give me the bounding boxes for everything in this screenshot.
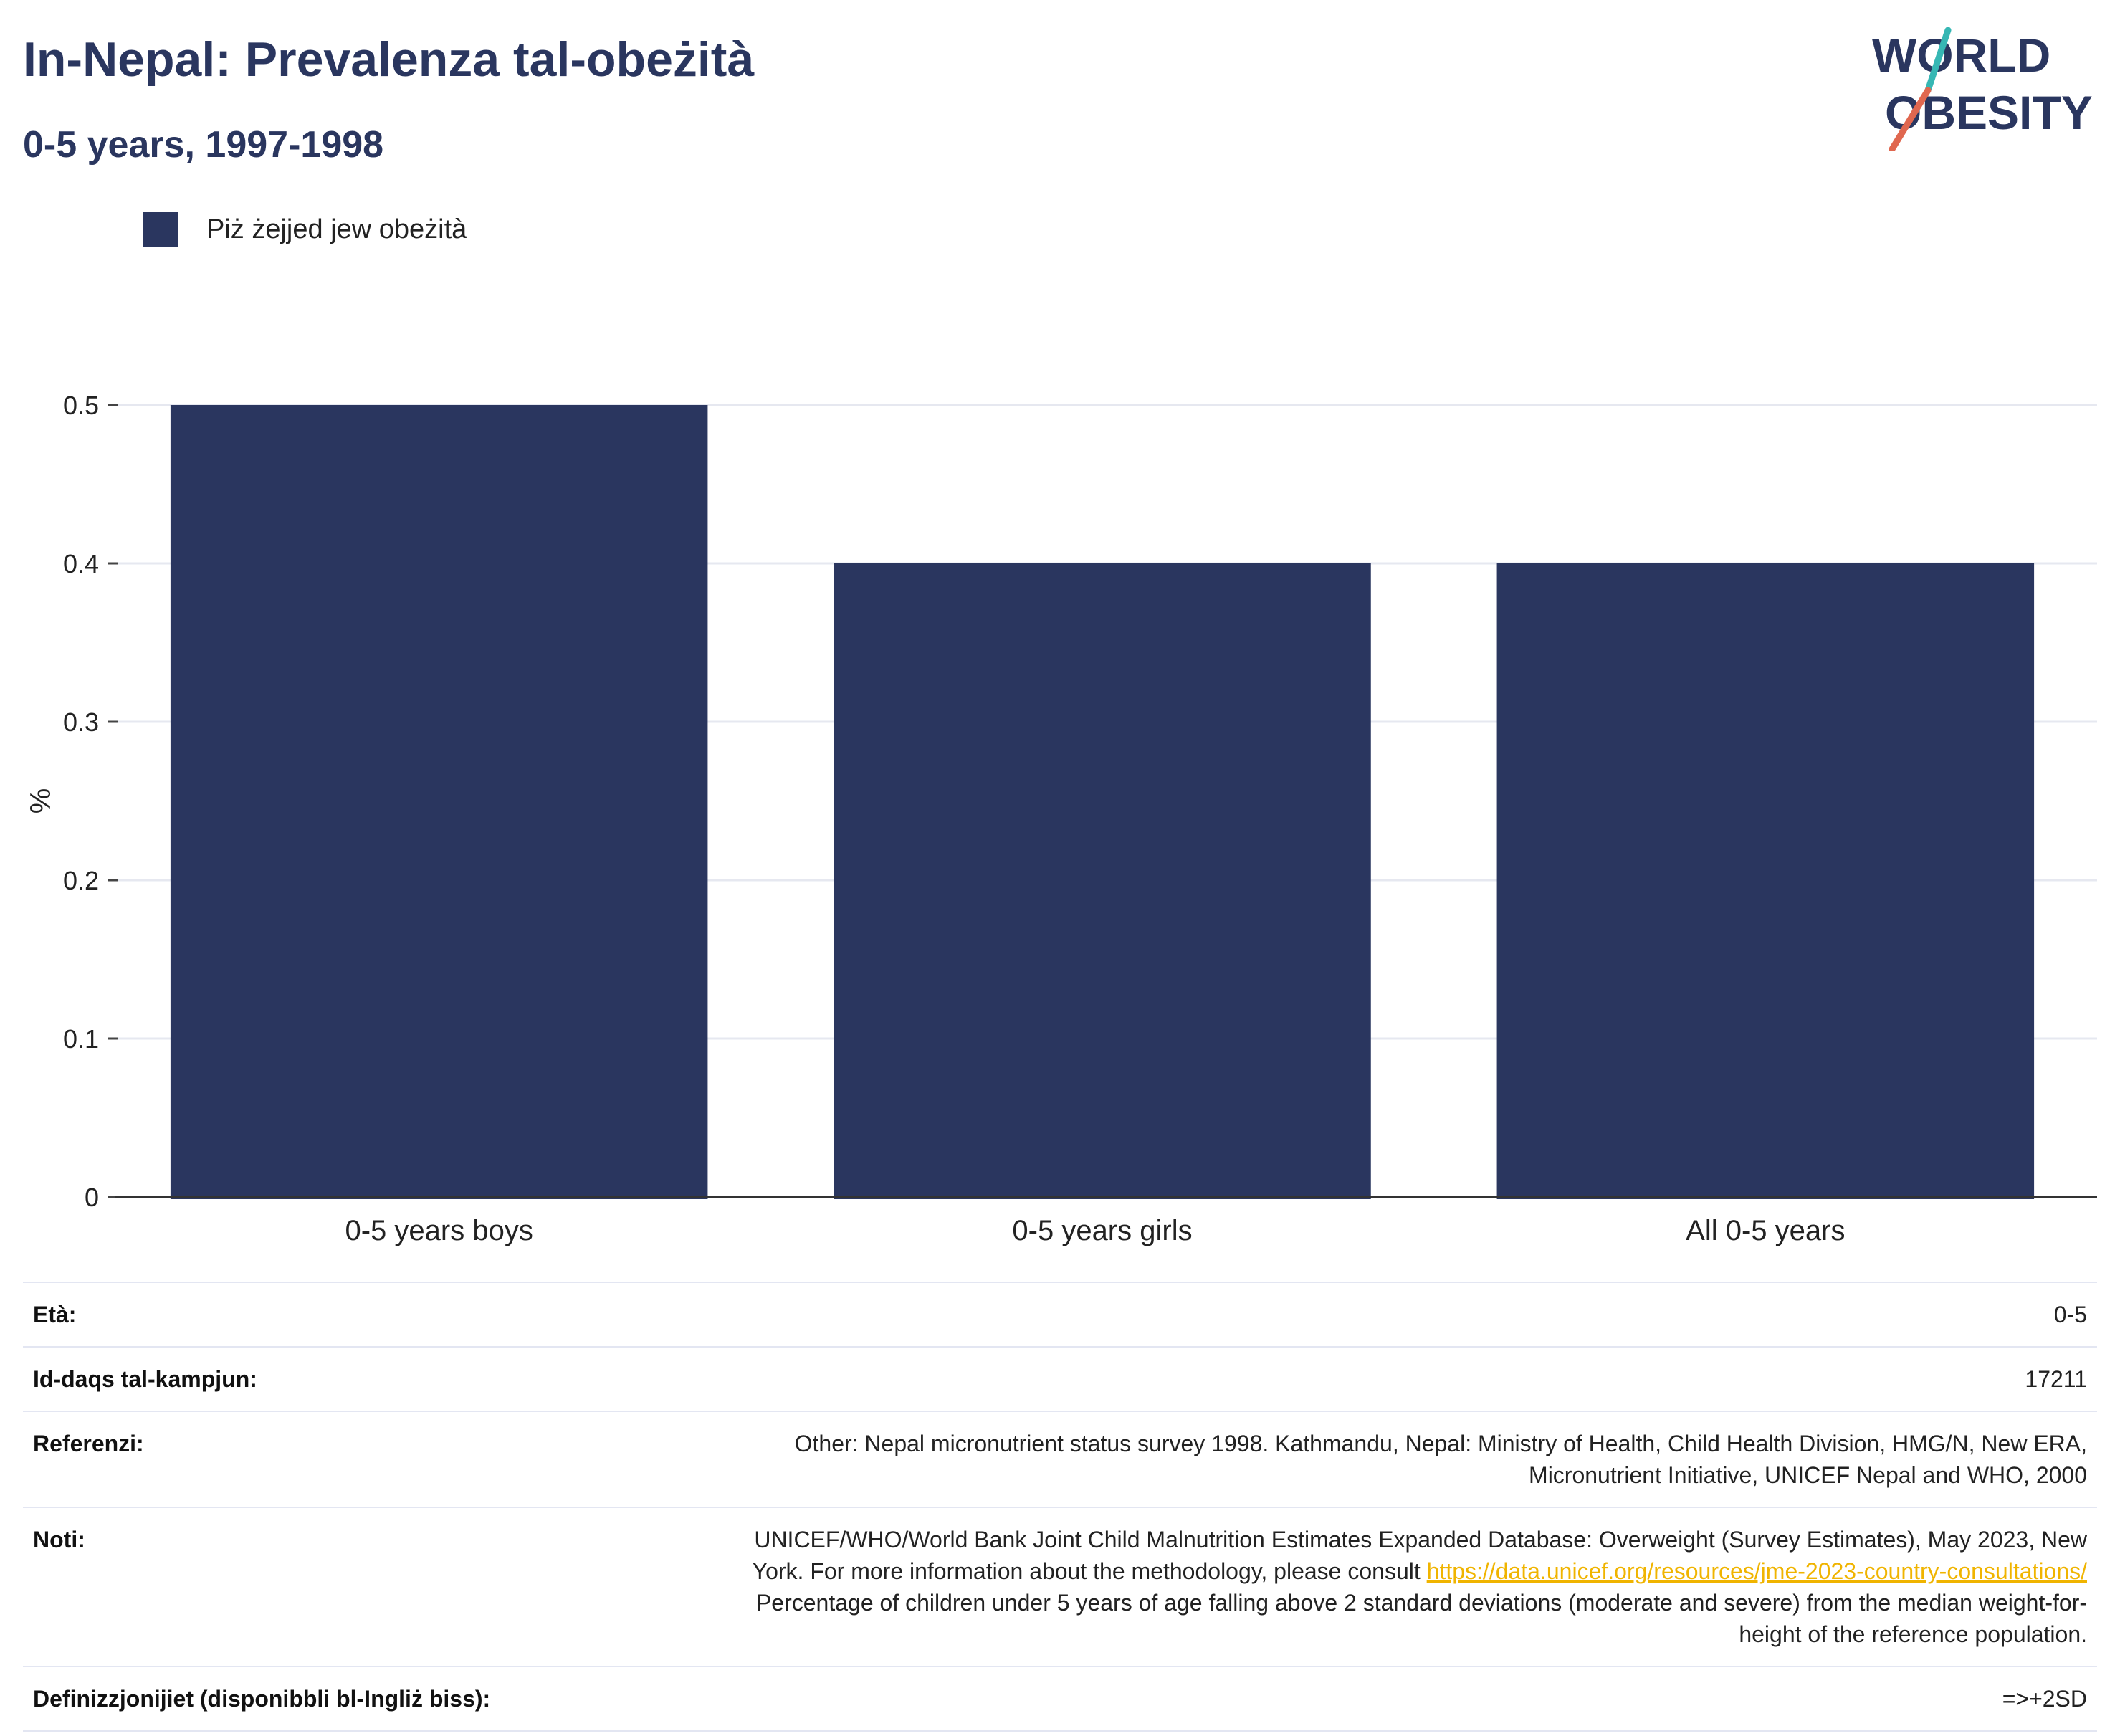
bars: [170, 405, 2035, 1199]
bar-chart: 0 0.1 0.2 0.3 0.4 0.5 0-5 years boys 0-5 years …: [25, 391, 2097, 1246]
legend-swatch: [143, 212, 178, 247]
chart-subtitle: 0-5 years, 1997-1998: [23, 124, 384, 166]
y-axis-label: %: [25, 788, 57, 814]
meta-row-age: Età: 0-5: [23, 1282, 2097, 1347]
y-tick-label: 0.2: [63, 866, 99, 895]
y-tick-label: 0.4: [63, 549, 99, 578]
y-tick-label: 0.5: [63, 391, 99, 420]
logo-slash-bottom: [1889, 87, 1932, 151]
meta-row-notes: Noti: UNICEF/WHO/World Bank Joint Child …: [23, 1507, 2097, 1666]
definitions-label: Definizzjonijiet (disponibbli bl-Ingliż …: [23, 1666, 688, 1732]
logo-slash-top: [1924, 27, 1952, 94]
references-value: Other: Nepal micronutrient status survey…: [688, 1411, 2097, 1507]
meta-row-references: Referenzi: Other: Nepal micronutrient st…: [23, 1411, 2097, 1507]
legend-label: Piż żejjed jew obeżità: [206, 214, 467, 244]
y-tick-label: 0.1: [63, 1024, 99, 1054]
notes-definition-text: Percentage of children under 5 years of …: [755, 1590, 2087, 1647]
x-tick-label: 0-5 years girls: [1012, 1215, 1192, 1246]
notes-text: UNICEF/WHO/World Bank Joint Child Malnut…: [752, 1527, 2087, 1584]
sample-size-label: Id-daqs tal-kampjun:: [23, 1346, 688, 1411]
y-tick-label: 0: [85, 1183, 99, 1212]
x-tick-label: All 0-5 years: [1686, 1215, 1845, 1246]
bar: [1496, 563, 2035, 1199]
logo-word-obesity: OBESITY: [1885, 86, 2093, 139]
meta-row-definitions: Definizzjonijiet (disponibbli bl-Ingliż …: [23, 1666, 2097, 1732]
definitions-value: =>+2SD: [688, 1666, 2097, 1732]
meta-row-sample-size: Id-daqs tal-kampjun: 17211: [23, 1346, 2097, 1411]
metadata-table: Età: 0-5 Id-daqs tal-kampjun: 17211 Refe…: [23, 1282, 2097, 1732]
logo-word-world: WORLD: [1872, 29, 2050, 82]
world-obesity-logo: WORLD OBESITY: [1872, 27, 2093, 151]
sample-size-value: 17211: [688, 1346, 2097, 1411]
axes: 0 0.1 0.2 0.3 0.4 0.5 0-5 years boys 0-5 years …: [25, 391, 2097, 1246]
references-label: Referenzi:: [23, 1411, 688, 1507]
age-label: Età:: [23, 1282, 688, 1347]
methodology-link[interactable]: https://data.unicef.org/resources/jme-20…: [1426, 1558, 2087, 1584]
x-tick-label: 0-5 years boys: [345, 1215, 533, 1246]
bar: [170, 405, 708, 1199]
notes-label: Noti:: [23, 1507, 688, 1666]
age-value: 0-5: [688, 1282, 2097, 1347]
bar: [834, 563, 1371, 1199]
notes-value: UNICEF/WHO/World Bank Joint Child Malnut…: [688, 1507, 2097, 1666]
chart-title: In-Nepal: Prevalenza tal-obeżità: [23, 32, 755, 87]
y-tick-label: 0.3: [63, 707, 99, 737]
legend: Piż żejjed jew obeżità: [143, 212, 467, 247]
